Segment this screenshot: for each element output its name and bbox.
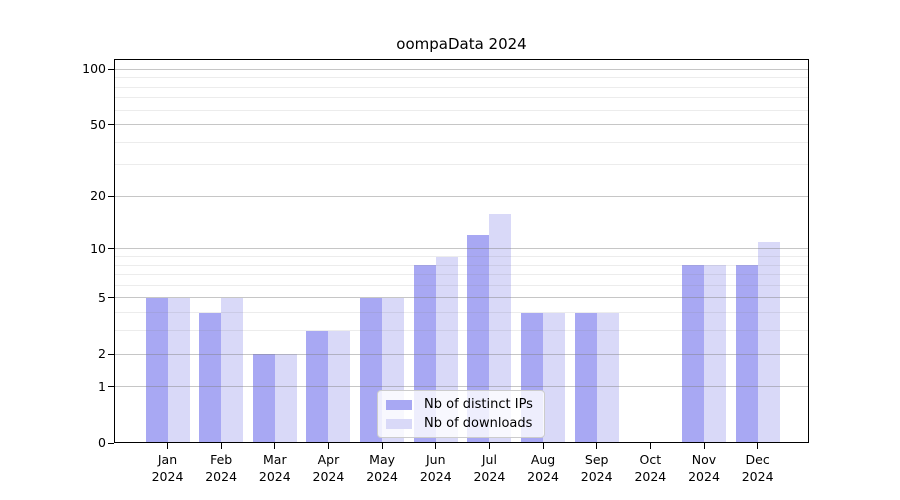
x-tick [542,443,544,449]
y-tick-label-0: 0 [98,435,106,450]
y-tick [108,68,114,70]
spine-top [114,59,809,60]
x-tick-label-oct: Oct 2024 [634,452,667,484]
y-tick-label-10: 10 [90,240,106,256]
bar-downloads-sep [596,312,619,443]
x-tick-label-feb: Feb 2024 [205,452,238,484]
gridline-minor [114,330,809,332]
y-tick-label-5: 5 [98,289,106,305]
y-tick [108,124,114,126]
gridline-minor [114,109,809,111]
gridline-minor [114,164,809,166]
x-tick [274,443,276,449]
gridline-minor [114,256,809,258]
x-tick [435,443,437,449]
gridline-minor [114,141,809,143]
bar-downloads-aug [543,312,566,443]
bar-ips-sep [574,312,597,443]
legend-swatch-downloads [386,418,412,429]
y-tick [108,195,114,197]
bar-ips-jan [145,297,168,443]
x-tick-label-dec: Dec 2024 [741,452,774,484]
bar-ips-apr [306,330,329,443]
y-tick [108,442,114,444]
legend-item-distinct-ips: Nb of distinct IPs [386,397,536,412]
bar-ips-mar [252,354,275,443]
x-tick [381,443,383,449]
gridline-minor [114,97,809,99]
spine-left [114,59,115,443]
bar-downloads-apr [328,330,351,443]
gridline-major [114,124,809,126]
bar-downloads-jul [489,213,512,443]
x-tick-label-may: May 2024 [366,452,398,484]
plot-area: Jan 2024 Feb 2024 Mar 2024 Apr 2024 May 2024… [108,59,809,484]
gridline-minor [114,77,809,79]
legend-swatch-distinct-ips [386,399,412,410]
y-tick-label-50: 50 [90,116,106,132]
spine-right [808,59,809,443]
bar-ips-dec [735,265,758,443]
x-tick [757,443,759,449]
x-tick [327,443,329,449]
bar-ips-nov [682,265,704,443]
x-tick [220,443,222,449]
y-tick [108,386,114,388]
y-tick-label-1: 1 [98,378,106,394]
x-tick [703,443,705,449]
x-tick [596,443,598,449]
bar-ips-may [360,297,383,443]
y-tick [108,248,114,250]
bar-downloads-mar [274,354,297,443]
x-tick-label-nov: Nov 2024 [688,452,720,484]
bar-downloads-dec [757,241,780,443]
x-tick [649,443,651,449]
x-tick [167,443,168,449]
y-tick [108,353,114,355]
gridline-major [114,386,809,388]
x-tick-label-apr: Apr 2024 [312,452,345,484]
y-tick-label-20: 20 [90,188,106,204]
gridline-minor [114,264,809,266]
bar-downloads-feb [221,297,244,443]
legend-label-distinct-ips: Nb of distinct IPs [424,397,533,412]
legend-item-downloads: Nb of downloads [386,416,536,431]
gridline-minor [114,274,809,276]
gridline-major [114,248,809,250]
gridline-major [114,68,809,70]
legend-label-downloads: Nb of downloads [424,416,533,431]
bar-downloads-jan [167,297,190,443]
x-tick-label-jul: Jul 2024 [473,452,506,484]
y-tick-label-2: 2 [98,346,106,362]
x-tick-label-sep: Sep 2024 [580,452,613,484]
gridline-major [114,195,809,197]
bar-ips-feb [199,312,222,443]
x-tick-label-jan: Jan 2024 [151,452,184,484]
chart-title: oompaData 2024 [396,35,527,53]
x-tick-label-jun: Jun 2024 [419,452,452,484]
y-tick-label-100: 100 [82,61,106,77]
gridline-minor [114,312,809,314]
gridline-major [114,297,809,299]
y-tick [108,297,114,299]
bar-downloads-nov [704,265,726,443]
gridline-minor [114,284,809,286]
legend: Nb of distinct IPs Nb of downloads [377,390,545,438]
gridline-major [114,353,809,355]
x-tick-label-aug: Aug 2024 [527,452,559,484]
spine-bottom [114,442,809,443]
x-tick [488,443,490,449]
gridline-minor [114,86,809,88]
x-tick-label-mar: Mar 2024 [258,452,291,484]
